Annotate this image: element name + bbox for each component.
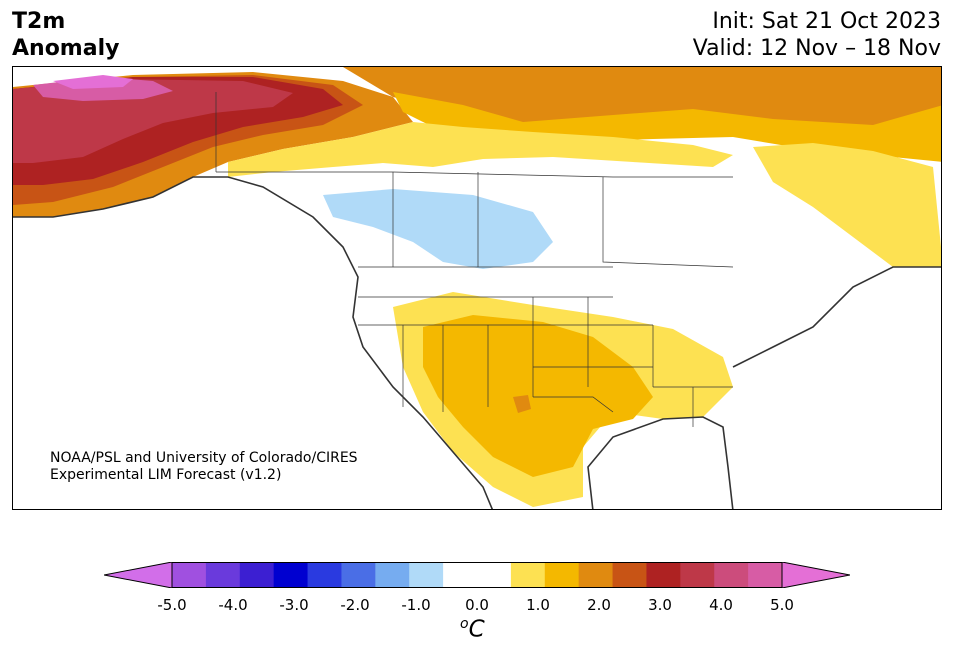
map-graphic xyxy=(13,67,941,509)
colorbar-swatch xyxy=(273,562,309,588)
anomaly-canada-orange xyxy=(343,67,941,127)
colorbar-tick-label: 1.0 xyxy=(526,596,550,614)
credit-text: NOAA/PSL and University of Colorado/CIRE… xyxy=(50,450,358,484)
anomaly-labrador-yellow xyxy=(753,143,941,267)
unit-label: oC xyxy=(460,616,485,643)
colorbar-swatch xyxy=(307,562,342,588)
colorbar-extend-high xyxy=(781,562,850,588)
title-line-2: Anomaly xyxy=(12,36,120,61)
valid-range: Valid: 12 Nov – 18 Nov xyxy=(692,36,941,61)
colorbar-tick-label: -4.0 xyxy=(218,596,248,614)
colorbar-tick-label: -2.0 xyxy=(340,596,370,614)
colorbar-tick-label: -5.0 xyxy=(157,596,187,614)
colorbar-swatch xyxy=(172,562,207,588)
anomaly-us-orange-spot xyxy=(513,395,531,413)
colorbar-swatch xyxy=(477,562,512,588)
colorbar-tick-label: 5.0 xyxy=(770,596,794,614)
colorbar-extend-low xyxy=(104,562,173,588)
colorbar-swatch xyxy=(544,562,580,588)
colorbar-swatch xyxy=(510,562,546,588)
anomaly-alaska-magenta xyxy=(53,75,133,89)
colorbar-swatch xyxy=(646,562,681,588)
colorbar-swatch xyxy=(443,562,478,588)
colorbar-tick-label: -3.0 xyxy=(279,596,309,614)
anomaly-us-gold xyxy=(423,315,653,477)
anomaly-map: NOAA/PSL and University of Colorado/CIRE… xyxy=(12,66,942,510)
colorbar-swatch xyxy=(714,562,749,588)
colorbar-swatch xyxy=(748,562,783,588)
colorbar-tick-label: 2.0 xyxy=(587,596,611,614)
forecast-dates: Init: Sat 21 Oct 2023 Valid: 12 Nov – 18… xyxy=(693,8,941,62)
colorbar-swatch xyxy=(239,562,275,588)
unit-base: C xyxy=(468,616,485,643)
colorbar-swatch xyxy=(680,562,715,588)
unit-superscript: o xyxy=(460,616,469,632)
colorbar-swatch xyxy=(612,562,647,588)
coastlines xyxy=(13,176,941,509)
political-borders xyxy=(215,92,734,427)
colorbar-swatch xyxy=(341,562,376,588)
colorbar-tick-label: -1.0 xyxy=(401,596,431,614)
colorbar-tick-label: 4.0 xyxy=(709,596,733,614)
colorbar-tick-label: 0.0 xyxy=(465,596,489,614)
colorbar-frame xyxy=(171,562,783,588)
color-bar-ticks: -5.0 -4.0 -3.0 -2.0 -1.0 0.0 1.0 2.0 3.0 4.0 5.0 xyxy=(0,596,953,616)
title-line-1: T2m xyxy=(12,9,66,34)
color-bar xyxy=(104,562,850,588)
colorbar-tick-label: 3.0 xyxy=(648,596,672,614)
colorbar-swatch xyxy=(409,562,444,588)
colorbar-swatch xyxy=(375,562,410,588)
anomaly-prairies-cool xyxy=(323,189,553,269)
colorbar-swatch xyxy=(205,562,241,588)
anomaly-canada-yellow-band xyxy=(228,122,733,177)
credit-line-2: Experimental LIM Forecast (v1.2) xyxy=(50,467,282,483)
colorbar-swatch xyxy=(578,562,614,588)
map-title: T2m Anomaly xyxy=(12,8,119,62)
credit-line-1: NOAA/PSL and University of Colorado/CIRE… xyxy=(50,450,358,466)
init-date: Init: Sat 21 Oct 2023 xyxy=(712,9,941,34)
